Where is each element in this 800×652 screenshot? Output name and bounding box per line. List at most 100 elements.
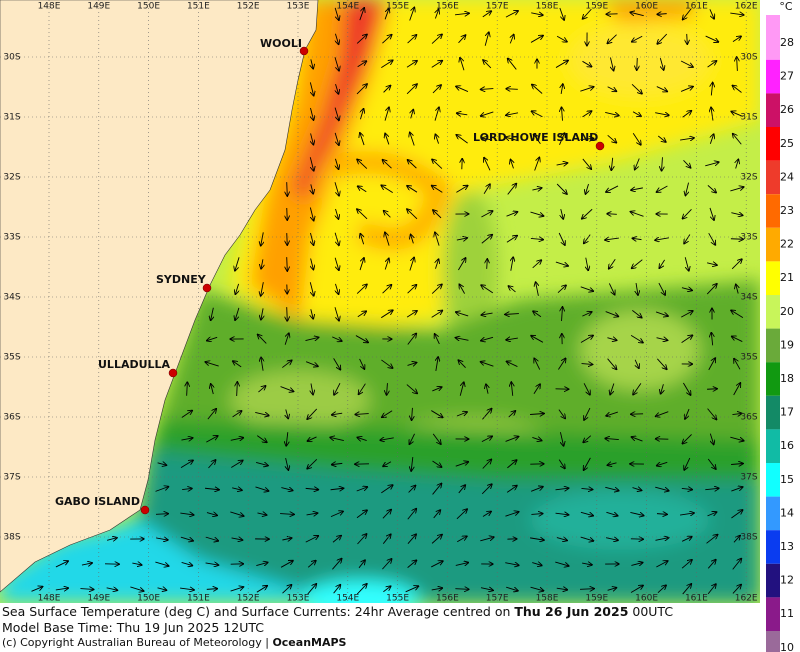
current-arrow: [632, 310, 641, 317]
colorbar-swatch: [766, 362, 780, 396]
current-arrow: [206, 513, 217, 516]
current-arrow: [655, 486, 669, 491]
current-arrow: [332, 413, 343, 415]
current-arrow: [530, 413, 544, 414]
current-arrow: [561, 84, 563, 94]
lon-label-top: 150E: [137, 2, 160, 12]
current-arrow: [632, 111, 641, 116]
current-arrow: [407, 363, 417, 366]
current-arrow: [281, 488, 292, 491]
current-arrow: [732, 336, 743, 342]
current-arrow: [381, 359, 392, 368]
lat-label-left: 32S: [3, 173, 20, 183]
current-arrow: [286, 457, 289, 470]
current-arrow: [359, 8, 364, 21]
current-arrow: [409, 8, 415, 21]
current-arrow: [708, 232, 716, 245]
current-arrow: [683, 8, 692, 20]
lat-label-right: 37S: [740, 473, 757, 483]
current-arrow: [657, 462, 668, 465]
current-arrow: [705, 35, 719, 42]
current-arrow: [580, 138, 594, 139]
current-arrow: [330, 488, 344, 490]
lon-label-bottom: 150E: [137, 594, 160, 604]
current-arrow: [637, 57, 638, 70]
current-arrow: [585, 183, 588, 194]
current-arrow: [287, 233, 288, 245]
current-arrow: [407, 209, 418, 220]
current-arrow: [706, 535, 718, 544]
current-arrow: [335, 158, 338, 169]
current-arrow: [408, 160, 417, 169]
current-arrow: [683, 382, 690, 395]
lat-label-left: 33S: [3, 233, 20, 243]
current-arrow: [506, 89, 518, 90]
colorbar-swatch: [766, 59, 780, 94]
lon-label-top: 155E: [386, 2, 409, 12]
current-arrow: [256, 435, 267, 443]
current-arrow: [655, 538, 668, 541]
current-arrow: [360, 133, 365, 146]
colorbar-label: 15: [780, 473, 794, 486]
current-arrow: [205, 536, 219, 541]
current-arrow: [460, 58, 465, 71]
current-arrow: [333, 585, 341, 594]
caption: Sea Surface Temperature (deg C) and Surf…: [2, 604, 515, 619]
lon-label-top: 148E: [38, 2, 61, 12]
current-arrow: [383, 586, 390, 593]
colorbar-label: 22: [780, 238, 794, 251]
lon-label-bottom: 154E: [336, 594, 359, 604]
current-arrow: [711, 83, 712, 96]
colorbar-swatch: [766, 295, 780, 329]
lat-label-left: 38S: [3, 533, 20, 543]
current-arrow: [558, 232, 565, 245]
current-arrow: [732, 85, 742, 93]
current-arrow: [255, 412, 269, 415]
current-arrow: [731, 487, 742, 492]
current-arrow: [311, 184, 313, 193]
current-arrow: [660, 57, 663, 70]
current-arrow: [486, 384, 488, 394]
current-arrow: [530, 538, 544, 540]
current-arrow: [580, 87, 593, 92]
current-arrow: [432, 433, 441, 444]
current-arrow: [55, 561, 68, 568]
current-arrow: [507, 361, 518, 367]
current-arrow: [656, 411, 669, 417]
current-arrow: [656, 338, 668, 341]
current-arrow: [509, 286, 516, 293]
current-arrow: [532, 188, 541, 190]
current-arrow: [208, 460, 215, 469]
current-arrow: [481, 111, 494, 116]
current-arrow: [380, 438, 394, 440]
current-arrow: [506, 486, 517, 493]
current-arrow: [381, 310, 392, 319]
current-arrow: [659, 259, 666, 268]
colorbar-label: 12: [780, 574, 794, 587]
colorbar-label: 18: [780, 372, 794, 385]
colorbar-label: 10: [780, 641, 794, 652]
current-arrow: [733, 383, 741, 396]
current-arrow: [582, 208, 593, 218]
current-arrow: [359, 358, 365, 369]
current-arrow: [355, 414, 369, 415]
current-arrow: [356, 510, 367, 519]
current-arrow: [458, 360, 466, 369]
current-arrow: [237, 382, 238, 397]
current-arrow: [435, 259, 438, 269]
current-arrow: [533, 384, 540, 395]
current-arrow: [506, 236, 517, 243]
current-arrow: [684, 234, 691, 243]
current-arrow: [556, 183, 567, 194]
current-arrow: [632, 259, 643, 269]
current-arrow: [205, 362, 219, 367]
current-arrow: [532, 563, 542, 566]
current-arrow: [732, 559, 742, 570]
current-arrow: [258, 335, 267, 344]
current-arrow: [707, 408, 717, 420]
current-arrow: [483, 184, 490, 194]
current-arrow: [707, 263, 717, 265]
current-arrow: [481, 362, 494, 367]
current-arrow: [706, 284, 717, 295]
current-arrow: [357, 437, 367, 440]
